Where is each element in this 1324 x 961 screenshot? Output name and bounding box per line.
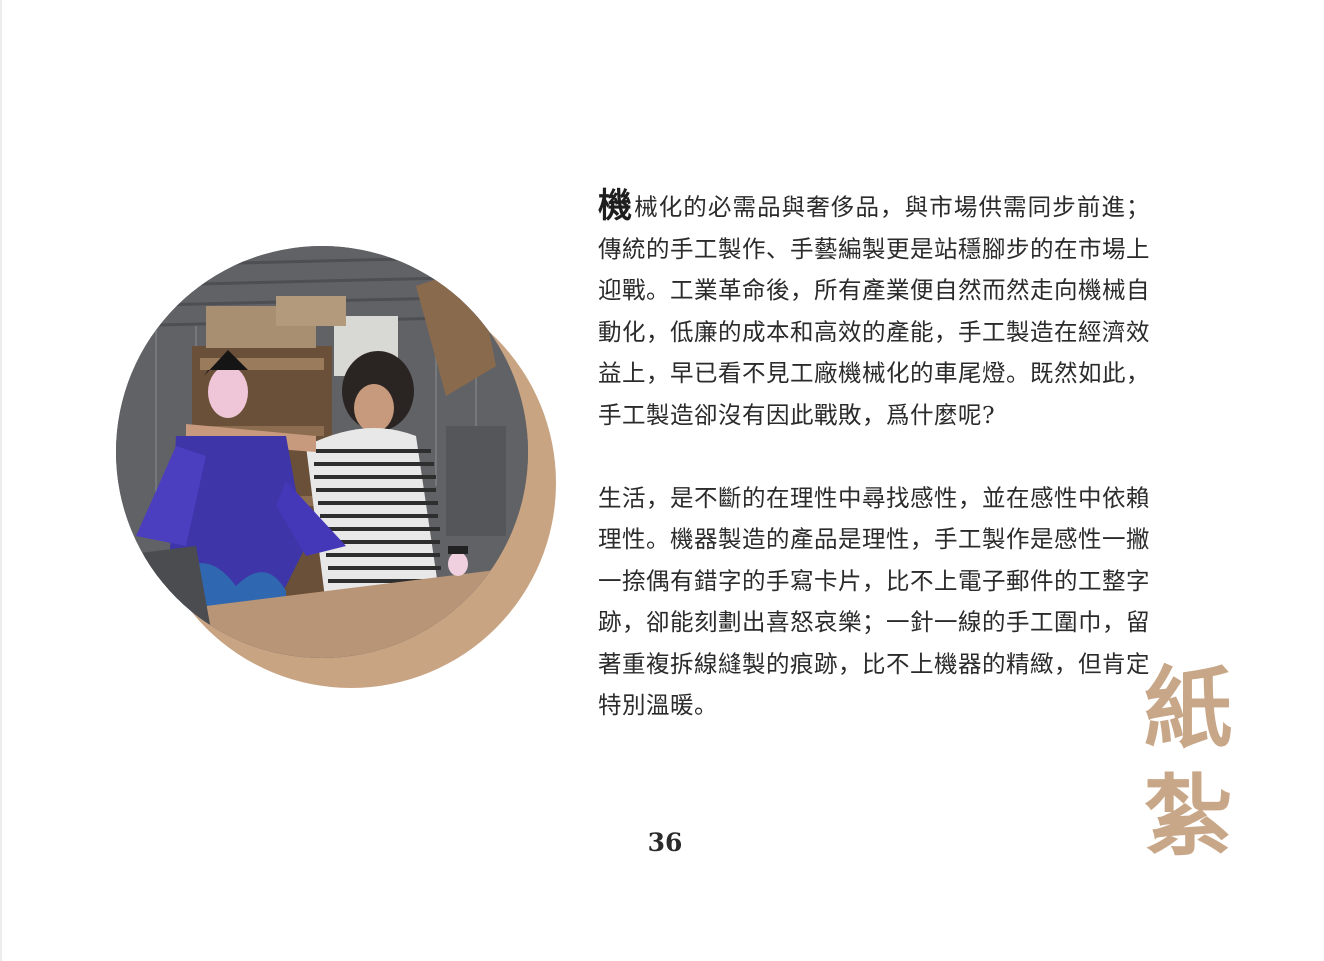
side-title: 紙 紮 — [1140, 654, 1236, 870]
paragraph-1-text: 械化的必需品與奢侈品，與市場供需同步前進；傳統的手工製作、手藝編製更是站穩腳步的… — [598, 193, 1151, 429]
photo-composition — [116, 246, 566, 688]
paragraph-1: 機械化的必需品與奢侈品，與市場供需同步前進；傳統的手工製作、手藝編製更是站穩腳步… — [598, 186, 1150, 436]
page-edge — [0, 0, 2, 961]
side-title-char-2: 紮 — [1143, 764, 1232, 868]
drop-cap: 機 — [598, 186, 634, 226]
side-title-char-1: 紙 — [1143, 656, 1232, 760]
workshop-photo — [116, 246, 528, 658]
paragraph-2: 生活，是不斷的在理性中尋找感性，並在感性中依賴理性。機器製造的產品是理性，手工製… — [598, 483, 1150, 720]
article-body: 機械化的必需品與奢侈品，與市場供需同步前進；傳統的手工製作、手藝編製更是站穩腳步… — [598, 186, 1150, 768]
workshop-photo-illustration — [116, 246, 528, 658]
page-number: 36 — [647, 828, 683, 857]
